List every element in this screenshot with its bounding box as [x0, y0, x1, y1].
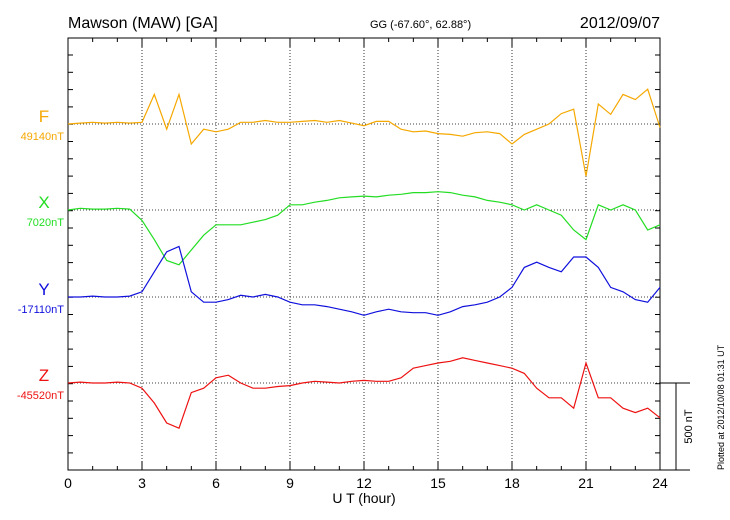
coordinates: GG (-67.60°, 62.88°) — [370, 19, 471, 31]
x-tick-label: 24 — [652, 475, 668, 491]
date: 2012/09/07 — [580, 15, 660, 32]
x-tick-label: 9 — [286, 475, 294, 491]
trace — [67, 191, 661, 266]
x-tick-label: 12 — [356, 475, 372, 491]
trace — [67, 357, 661, 430]
x-tick-label: 21 — [578, 475, 594, 491]
footnote: Plotted at 2012/10/08 01:31 UT — [716, 344, 726, 470]
baseline-label: -17110nT — [18, 304, 65, 316]
baseline-label: 49140nT — [21, 131, 65, 143]
x-tick-label: 6 — [212, 475, 220, 491]
x-tick-label: 18 — [504, 475, 520, 491]
series-name: F — [39, 107, 49, 126]
x-tick-label: 0 — [64, 475, 72, 491]
baseline-label: 7020nT — [27, 217, 65, 229]
series-name: X — [38, 193, 49, 212]
x-tick-label: 15 — [430, 475, 446, 491]
scale-bar-label: 500 nT — [683, 409, 695, 444]
series-name: Y — [38, 280, 49, 299]
series-name: Z — [39, 366, 49, 385]
x-tick-label: 3 — [138, 475, 146, 491]
trace — [68, 245, 661, 316]
x-axis-label: U T (hour) — [332, 490, 395, 506]
baseline-label: -45520nT — [17, 390, 64, 402]
trace — [67, 88, 661, 177]
chart-title: Mawson (MAW) [GA] — [68, 15, 218, 32]
